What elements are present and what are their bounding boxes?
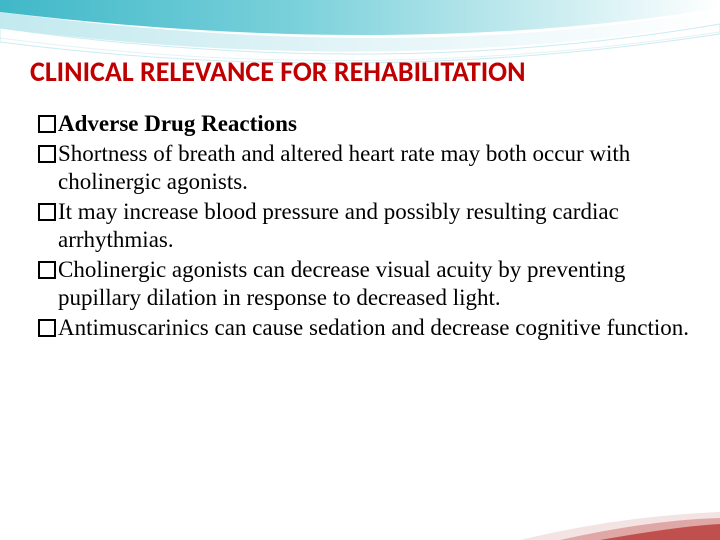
slide-title: CLINICAL RELEVANCE FOR REHABILITATION	[30, 54, 700, 89]
bullet-box-icon	[38, 115, 56, 133]
slide: CLINICAL RELEVANCE FOR REHABILITATION Ad…	[0, 0, 720, 540]
bullet-box-icon	[38, 203, 56, 221]
bullet-item: Adverse Drug Reactions	[38, 110, 690, 138]
bullet-box-icon	[38, 261, 56, 279]
bullet-item: It may increase blood pressure and possi…	[38, 198, 690, 254]
bullet-item: Antimuscarinics can cause sedation and d…	[38, 314, 690, 342]
bottom-decoration	[0, 506, 720, 540]
bullet-text: Shortness of breath and altered heart ra…	[58, 140, 690, 196]
bullet-item: Shortness of breath and altered heart ra…	[38, 140, 690, 196]
bullet-text: Antimuscarinics can cause sedation and d…	[58, 314, 690, 342]
bullet-box-icon	[38, 319, 56, 337]
bullet-text: It may increase blood pressure and possi…	[58, 198, 690, 254]
bullet-text: Adverse Drug Reactions	[58, 110, 690, 138]
slide-body: Adverse Drug Reactions Shortness of brea…	[38, 110, 690, 344]
bullet-item: Cholinergic agonists can decrease visual…	[38, 256, 690, 312]
bullet-box-icon	[38, 145, 56, 163]
bullet-text: Cholinergic agonists can decrease visual…	[58, 256, 690, 312]
